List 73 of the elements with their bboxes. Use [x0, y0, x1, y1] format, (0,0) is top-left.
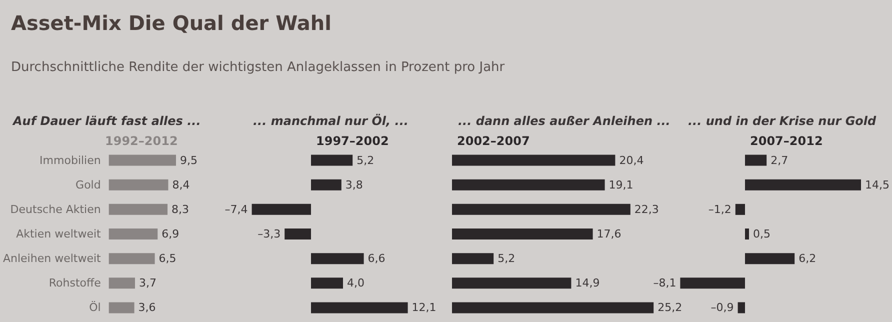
bar: [452, 179, 605, 190]
bar: [311, 278, 343, 289]
bar: [284, 228, 311, 240]
data-label: 20,4: [619, 154, 644, 167]
chart-title: ... dann alles außer Anleihen ...: [458, 114, 670, 128]
chart-title: Auf Dauer läuft fast alles ...: [12, 114, 201, 128]
data-label: 12,1: [412, 301, 436, 314]
bar: [452, 253, 494, 264]
data-label: 14,5: [865, 178, 890, 192]
text: Durchschnittliche Rendite der wichtigsten Anlageklassen in Prozent pro Jahr: [11, 60, 506, 75]
bar: [452, 278, 572, 289]
data-label: 6,5: [158, 252, 176, 266]
data-label: 0,5: [753, 228, 770, 240]
data-label: 3,8: [345, 178, 363, 192]
bar: [311, 302, 408, 314]
data-label: –8,1: [653, 276, 676, 290]
data-label: 14,9: [575, 276, 600, 290]
bar: [680, 278, 745, 289]
bar: [452, 154, 616, 166]
bar: [311, 154, 353, 166]
data-label: 9,5: [180, 154, 198, 167]
data-label: 5,2: [498, 252, 516, 266]
chart-title: ... und in der Krise nur Gold: [688, 114, 877, 128]
bar: [311, 179, 342, 190]
data-label: –3,3: [258, 228, 281, 240]
data-label: 2,7: [770, 154, 788, 167]
chart-subtitle: 2007–2012: [750, 134, 823, 148]
data-label: –7,4: [224, 202, 248, 216]
data-label: 19,1: [608, 178, 634, 192]
bar: [108, 278, 136, 289]
data-label: 5,2: [356, 154, 374, 167]
bar: [745, 154, 767, 166]
data-label: –0,9: [710, 301, 734, 314]
data-label: 4,0: [347, 276, 364, 290]
data-label: 17,6: [596, 228, 622, 240]
data-label: 3,7: [139, 276, 157, 290]
data-label: 8,3: [172, 202, 190, 216]
chart-title: ... manchmal nur Öl, ...: [253, 113, 408, 128]
data-label: 6,6: [368, 252, 386, 266]
y-tick-label: Immobilien: [40, 154, 101, 167]
data-label: 6,2: [798, 252, 816, 266]
data-label: 6,9: [162, 228, 180, 240]
bar: [745, 179, 861, 190]
y-tick-label: Gold: [76, 178, 101, 192]
y-tick-label: Anleihen weltweit: [2, 252, 102, 266]
bar: [108, 228, 158, 240]
y-tick-label: Deutsche Aktien: [10, 202, 101, 216]
bar: [745, 253, 795, 264]
bar: [745, 228, 749, 240]
chart-subtitle: 1992–2012: [105, 134, 178, 148]
bar: [252, 204, 311, 215]
data-label: 3,6: [138, 301, 156, 314]
y-tick-label: Rohstoffe: [48, 276, 102, 290]
bar: [735, 204, 745, 215]
bar: [452, 204, 630, 215]
bar: [738, 302, 745, 314]
bar: [452, 228, 593, 240]
data-label: 22,3: [634, 202, 659, 216]
bar: [108, 154, 176, 166]
bar: [311, 253, 364, 264]
data-label: 25,2: [658, 301, 682, 314]
data-label: 8,4: [172, 178, 190, 192]
bar: [108, 253, 155, 264]
bar: [108, 179, 168, 190]
data-label: –1,2: [708, 202, 732, 216]
text: Asset-Mix Die Qual der Wahl: [11, 11, 332, 35]
y-tick-label: Aktien weltweit: [16, 228, 102, 240]
bar: [108, 204, 168, 215]
chart-subtitle: 1997–2002: [316, 134, 389, 148]
y-tick-label: Öl: [89, 300, 101, 314]
chart-subtitle: 2002–2007: [457, 134, 530, 148]
bar: [452, 302, 654, 314]
bar: [108, 302, 134, 314]
